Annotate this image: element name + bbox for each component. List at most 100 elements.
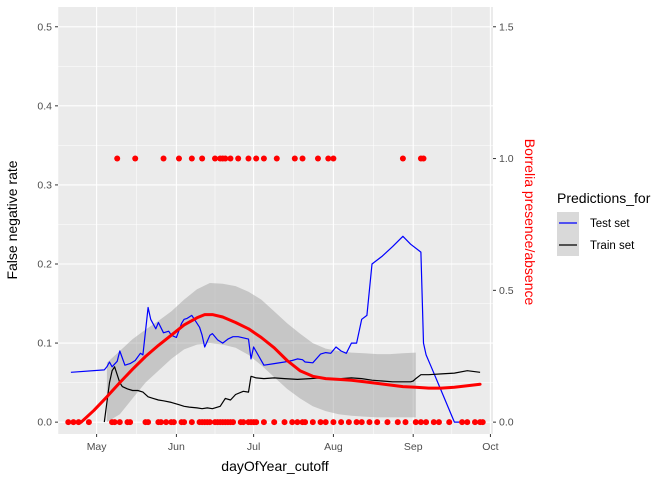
grid-minor — [57, 7, 493, 434]
absence-point-3 — [85, 419, 92, 426]
absence-point-10 — [145, 419, 152, 426]
absence-point-56 — [394, 419, 401, 426]
x-tick-label-0: May — [87, 441, 108, 453]
confidence-band-layer — [106, 283, 416, 423]
absence-point-50 — [345, 419, 352, 426]
x-tick-label-4: Sep — [404, 441, 423, 453]
y-axis-left-title: False negative rate — [4, 160, 20, 279]
grid-major — [58, 7, 493, 434]
absence-point-5 — [111, 419, 118, 426]
presence-point-3 — [175, 155, 182, 162]
absence-point-66 — [471, 419, 478, 426]
left-axis-ticks: 0.0 0.1 0.2 0.3 0.4 0.5 — [37, 21, 58, 429]
absence-point-12 — [157, 419, 164, 426]
absence-point-52 — [358, 419, 365, 426]
right-tick-label-0: 0.0 — [499, 417, 514, 429]
absence-point-40 — [281, 419, 288, 426]
absence-point-61 — [430, 419, 437, 426]
series-lines-layer — [70, 235, 481, 423]
absence-point-60 — [423, 419, 430, 426]
left-tick-label-2: 0.2 — [37, 258, 52, 270]
absence-point-18 — [188, 419, 195, 426]
smooth-layer — [79, 313, 482, 424]
series-line-test-set — [70, 235, 463, 423]
absence-point-8 — [127, 419, 134, 426]
absence-point-45 — [309, 419, 316, 426]
presence-point-14 — [260, 155, 267, 162]
absence-point-38 — [260, 419, 267, 426]
absence-point-13 — [163, 419, 170, 426]
legend: Predictions_for Test set Train set — [557, 190, 651, 256]
x-tick-label-3: Aug — [324, 441, 343, 453]
presence-point-0 — [114, 155, 121, 162]
x-tick-label-5: Oct — [482, 441, 498, 453]
absence-point-37 — [253, 419, 260, 426]
absence-point-0 — [65, 419, 72, 426]
absence-point-49 — [338, 419, 345, 426]
left-tick-label-4: 0.4 — [37, 100, 52, 112]
presence-point-11 — [235, 155, 242, 162]
right-tick-label-3: 1.5 — [499, 21, 514, 33]
absence-point-33 — [240, 419, 247, 426]
legend-label-test-set: Test set — [590, 218, 630, 230]
absence-point-51 — [353, 419, 360, 426]
legend-label-train-set: Train set — [590, 240, 635, 252]
absence-point-68 — [479, 419, 486, 426]
presence-point-6 — [212, 155, 219, 162]
absence-point-44 — [302, 419, 309, 426]
legend-title: Predictions_for — [557, 190, 651, 206]
absence-point-15 — [170, 419, 177, 426]
absence-point-23 — [206, 419, 213, 426]
absence-point-55 — [384, 419, 391, 426]
left-tick-label-1: 0.1 — [37, 338, 52, 350]
y-axis-right-title: Borrelia presence/absence — [522, 139, 538, 306]
series-line-train-set — [103, 366, 481, 423]
absence-point-42 — [294, 419, 301, 426]
x-axis-title: dayOfYear_cutoff — [221, 458, 329, 474]
presence-point-15 — [273, 155, 280, 162]
absence-point-59 — [417, 419, 424, 426]
absence-point-62 — [435, 419, 442, 426]
presence-point-12 — [245, 155, 252, 162]
x-axis-ticks: May Jun Jul Aug Sep Oct — [87, 434, 499, 453]
presence-point-1 — [132, 155, 139, 162]
presence-point-13 — [253, 155, 260, 162]
absence-point-65 — [464, 419, 471, 426]
presence-point-16 — [291, 155, 298, 162]
left-tick-label-5: 0.5 — [37, 21, 52, 33]
absence-point-53 — [366, 419, 373, 426]
presence-points-layer — [65, 155, 486, 426]
absence-point-64 — [459, 419, 466, 426]
confidence-band — [106, 283, 416, 423]
left-tick-label-0: 0.0 — [37, 417, 52, 429]
presence-point-19 — [325, 155, 332, 162]
absence-point-47 — [322, 419, 329, 426]
left-tick-label-3: 0.3 — [37, 179, 52, 191]
absence-point-58 — [412, 419, 419, 426]
absence-point-1 — [70, 419, 77, 426]
absence-point-63 — [446, 419, 453, 426]
presence-point-2 — [160, 155, 167, 162]
right-axis-ticks: 0.0 0.5 1.0 1.5 — [493, 21, 514, 429]
absence-point-46 — [317, 419, 324, 426]
x-tick-label-2: Jul — [247, 441, 260, 453]
presence-point-10 — [227, 155, 234, 162]
presence-point-21 — [399, 155, 406, 162]
presence-point-23 — [420, 155, 427, 162]
presence-point-17 — [299, 155, 306, 162]
absence-point-2 — [75, 419, 82, 426]
presence-point-9 — [222, 155, 229, 162]
presence-point-4 — [188, 155, 195, 162]
right-tick-label-1: 0.5 — [499, 285, 514, 297]
absence-point-6 — [116, 419, 123, 426]
absence-point-17 — [181, 419, 188, 426]
presence-point-18 — [314, 155, 321, 162]
smooth-line — [79, 313, 482, 424]
absence-point-54 — [374, 419, 381, 426]
absence-point-41 — [289, 419, 296, 426]
absence-point-31 — [230, 419, 237, 426]
presence-point-20 — [330, 155, 337, 162]
absence-point-57 — [402, 419, 409, 426]
presence-point-5 — [199, 155, 206, 162]
